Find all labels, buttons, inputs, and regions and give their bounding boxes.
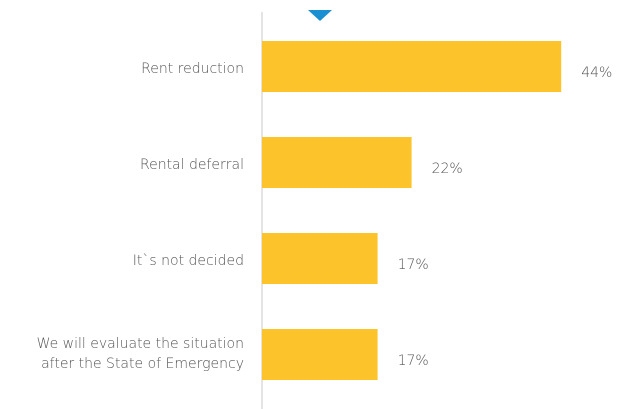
value-label: 17% bbox=[397, 352, 429, 369]
bar bbox=[262, 329, 378, 380]
category-label: Rental deferral bbox=[139, 156, 244, 173]
category-label: It`s not decided bbox=[132, 252, 244, 269]
category-label: Rent reduction bbox=[141, 60, 244, 77]
bar bbox=[262, 41, 562, 92]
value-label: 44% bbox=[581, 64, 613, 81]
bar bbox=[262, 233, 378, 284]
marker-triangle bbox=[308, 10, 332, 21]
bar bbox=[262, 137, 412, 188]
value-label: 17% bbox=[397, 256, 429, 273]
value-label: 22% bbox=[431, 160, 463, 177]
category-label: We will evaluate the situation after the… bbox=[36, 335, 244, 372]
